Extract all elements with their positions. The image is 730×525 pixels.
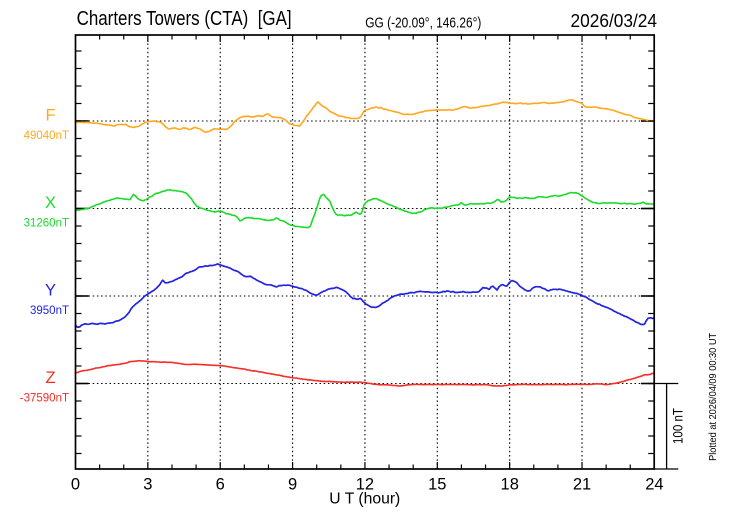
- svg-text:Z: Z: [45, 369, 55, 387]
- svg-text:100 nT: 100 nT: [669, 408, 685, 444]
- svg-text:2026/03/24: 2026/03/24: [571, 11, 658, 31]
- svg-text:X: X: [45, 194, 56, 212]
- svg-text:31260nT: 31260nT: [24, 218, 69, 230]
- svg-text:24: 24: [645, 476, 663, 494]
- svg-text:F: F: [45, 107, 55, 125]
- svg-text:0: 0: [71, 476, 80, 494]
- svg-text:12: 12: [356, 476, 374, 494]
- svg-text:3: 3: [143, 476, 152, 494]
- svg-text:3950nT: 3950nT: [30, 305, 69, 317]
- svg-text:6: 6: [216, 476, 225, 494]
- svg-text:Charters Towers (CTA) [GA]: Charters Towers (CTA) [GA]: [77, 8, 292, 30]
- svg-text:Y: Y: [45, 282, 56, 300]
- svg-text:9: 9: [288, 476, 297, 494]
- svg-text:-37590nT: -37590nT: [20, 393, 69, 405]
- svg-text:15: 15: [428, 476, 446, 494]
- svg-text:Plotted at 2026/04/09 00:30 UT: Plotted at 2026/04/09 00:30 UT: [708, 333, 719, 461]
- svg-text:21: 21: [573, 476, 591, 494]
- svg-text:49040nT: 49040nT: [24, 130, 69, 142]
- svg-text:18: 18: [501, 476, 519, 494]
- svg-text:GG (-20.09°, 146.26°): GG (-20.09°, 146.26°): [365, 14, 481, 31]
- svg-text:U T (hour): U T (hour): [329, 491, 400, 508]
